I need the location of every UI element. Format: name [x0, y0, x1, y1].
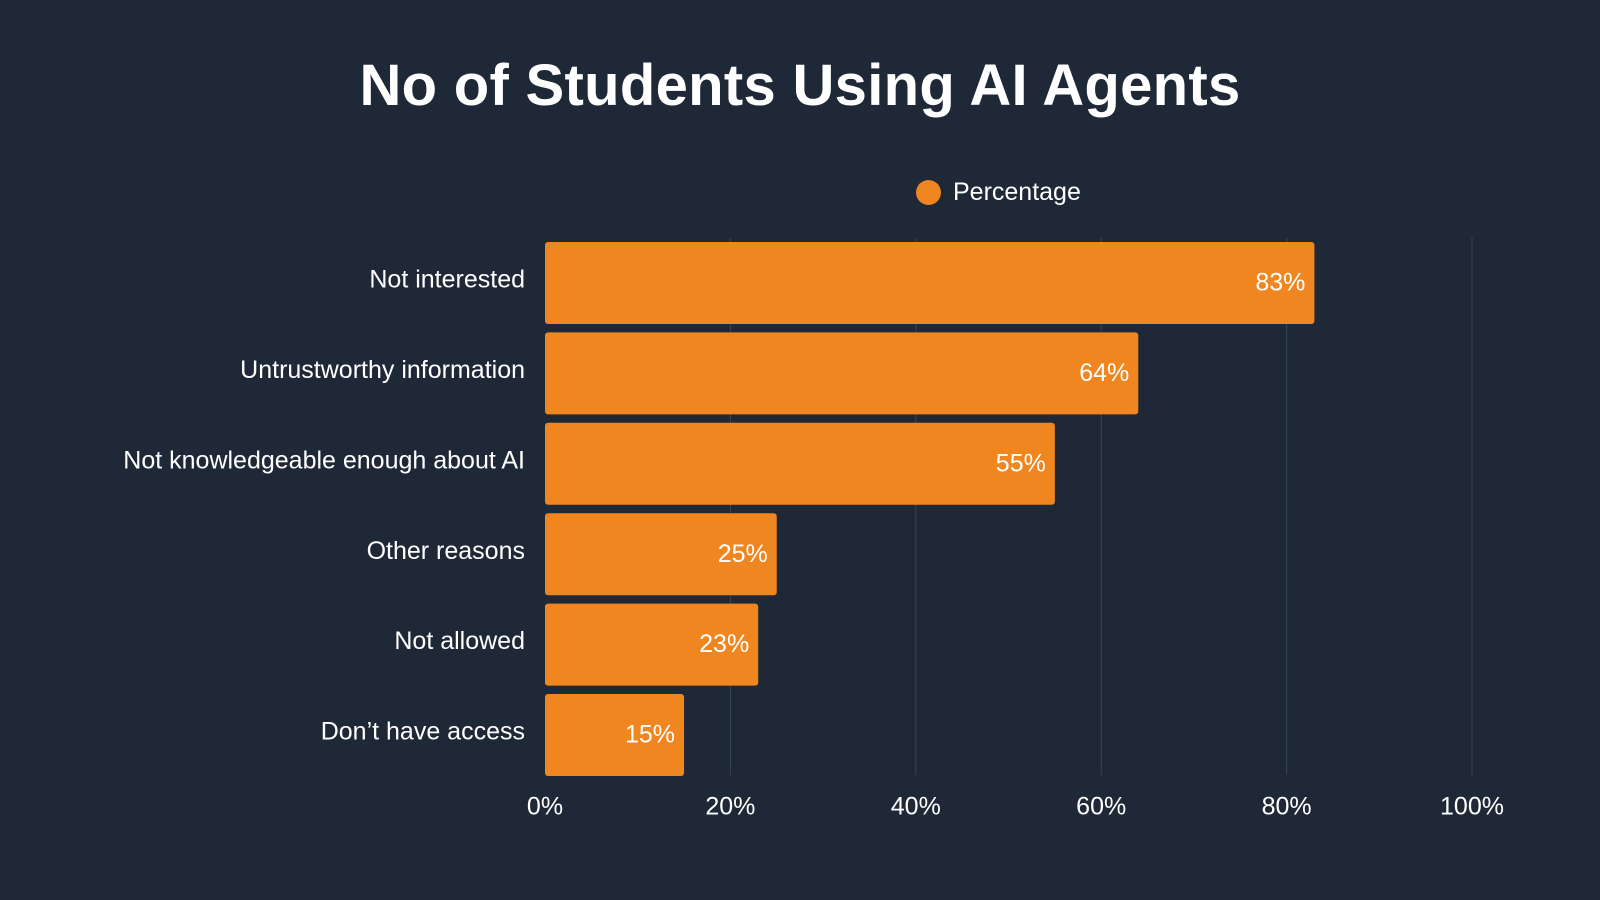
category-label: Other reasons — [367, 537, 525, 565]
bar — [545, 694, 685, 776]
bar — [545, 242, 1315, 324]
bar-value-label: 83% — [1255, 269, 1305, 297]
bar — [545, 603, 759, 686]
category-label: Not interested — [369, 266, 525, 294]
bar-value-label: 55% — [996, 449, 1046, 477]
legend-swatch — [916, 180, 941, 205]
x-tick-label: 80% — [1262, 793, 1312, 821]
bar-value-label: 15% — [625, 721, 675, 749]
legend: Percentage — [916, 178, 1081, 207]
legend-label: Percentage — [953, 178, 1081, 206]
x-tick-label: 0% — [527, 793, 563, 821]
bar — [545, 332, 1139, 415]
x-tick-label: 60% — [1076, 793, 1126, 821]
x-tick-label: 20% — [705, 793, 755, 821]
bar-value-label: 23% — [699, 630, 749, 658]
category-label: Don’t have access — [321, 718, 525, 746]
chart-title: No of Students Using AI Agents — [359, 53, 1241, 118]
category-label: Not allowed — [394, 627, 525, 655]
x-tick-label: 40% — [891, 793, 941, 821]
bar-value-label: 25% — [718, 540, 768, 568]
bar-value-label: 64% — [1079, 359, 1129, 387]
x-tick-label: 100% — [1440, 793, 1504, 821]
bar — [545, 422, 1055, 505]
category-label: Untrustworthy information — [240, 356, 525, 384]
category-label: Not knowledgeable enough about AI — [123, 446, 525, 474]
bar — [545, 513, 777, 596]
